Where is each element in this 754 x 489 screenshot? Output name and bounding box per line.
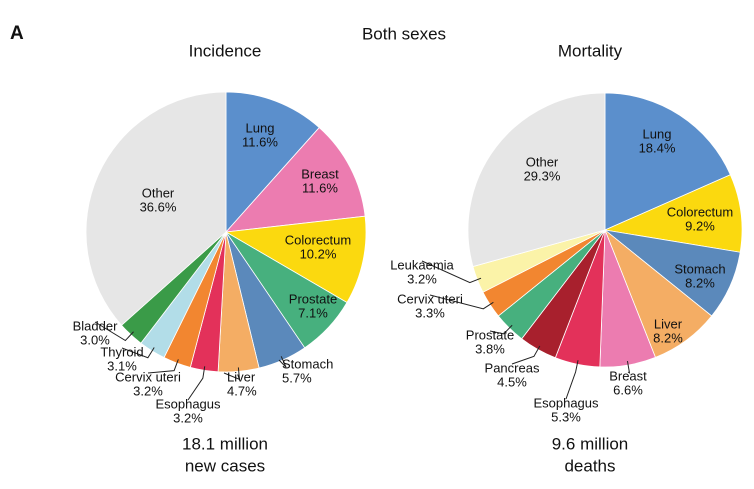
- pie-title: Mortality: [558, 41, 623, 60]
- pie-slice: [467, 92, 606, 268]
- slice-label: Pancreas: [485, 360, 540, 375]
- slice-label: Stomach: [674, 261, 725, 276]
- slice-label: Cervix uteri: [115, 369, 181, 384]
- slice-value-label: 18.4%: [639, 140, 676, 155]
- pie-note: new cases: [185, 456, 265, 475]
- slice-label: Cervix uteri: [397, 291, 463, 306]
- slice-label: Lung: [643, 126, 672, 141]
- pie-slice: [225, 127, 366, 233]
- slice-value-label: 10.2%: [300, 246, 337, 261]
- slice-value-label: 4.7%: [227, 383, 257, 398]
- figure-title: Both sexes: [362, 24, 446, 43]
- slice-label: Prostate: [466, 327, 514, 342]
- slice-value-label: 3.8%: [475, 341, 505, 356]
- slice-value-label: 3.2%: [133, 383, 163, 398]
- leader-line: [147, 359, 179, 374]
- slice-label: Other: [142, 185, 175, 200]
- slice-value-label: 36.6%: [140, 199, 177, 214]
- pie-slice: [603, 174, 743, 253]
- leader-line: [429, 294, 494, 310]
- slice-value-label: 6.6%: [613, 382, 643, 397]
- leader-line: [278, 356, 287, 368]
- slice-label: Other: [526, 154, 559, 169]
- slice-label: Liver: [654, 316, 683, 331]
- slice-label: Leukaemia: [390, 257, 454, 272]
- slice-label: Breast: [301, 166, 339, 181]
- pie-title: Incidence: [189, 41, 262, 60]
- slice-value-label: 7.1%: [298, 305, 328, 320]
- pie-slice: [224, 215, 367, 304]
- slice-label: Bladder: [73, 318, 118, 333]
- panel-label: A: [10, 23, 24, 44]
- slice-label: Stomach: [282, 356, 333, 371]
- slice-value-label: 5.7%: [282, 370, 312, 385]
- slice-value-label: 11.6%: [302, 180, 338, 195]
- slice-label: Esophagus: [533, 395, 599, 410]
- pie-note: 9.6 million: [552, 434, 629, 453]
- pie-note: deaths: [564, 456, 615, 475]
- leader-line: [511, 345, 541, 365]
- slice-value-label: 29.3%: [524, 168, 561, 183]
- slice-value-label: 8.2%: [653, 330, 683, 345]
- leader-line: [223, 367, 241, 381]
- slice-label: Colorectum: [285, 232, 351, 247]
- leader-line: [565, 360, 579, 400]
- slice-value-label: 3.0%: [80, 332, 110, 347]
- leader-line: [94, 321, 134, 342]
- slice-value-label: 8.2%: [685, 275, 715, 290]
- slice-value-label: 9.2%: [685, 218, 715, 233]
- pie-slice: [85, 91, 227, 326]
- leader-line: [421, 260, 482, 284]
- slice-label: Colorectum: [667, 204, 733, 219]
- slice-label: Thyroid: [100, 344, 143, 359]
- slice-value-label: 3.1%: [107, 358, 137, 373]
- slice-value-label: 3.3%: [415, 305, 445, 320]
- leader-line: [121, 347, 155, 359]
- pie-slice: [604, 92, 731, 231]
- slice-label: Breast: [609, 368, 647, 383]
- slice-label: Prostate: [289, 291, 337, 306]
- slice-label: Lung: [246, 120, 275, 135]
- slice-value-label: 5.3%: [551, 409, 581, 424]
- slice-value-label: 3.2%: [173, 410, 203, 425]
- slice-label: Esophagus: [155, 396, 221, 411]
- slice-value-label: 11.6%: [242, 134, 278, 149]
- pie-note: 18.1 million: [182, 434, 268, 453]
- slice-label: Liver: [227, 369, 256, 384]
- leader-line: [626, 361, 631, 374]
- leader-line: [187, 366, 206, 401]
- leader-line: [489, 324, 513, 335]
- slice-value-label: 3.2%: [407, 271, 437, 286]
- slice-value-label: 4.5%: [497, 374, 527, 389]
- pie-slice: [225, 91, 320, 234]
